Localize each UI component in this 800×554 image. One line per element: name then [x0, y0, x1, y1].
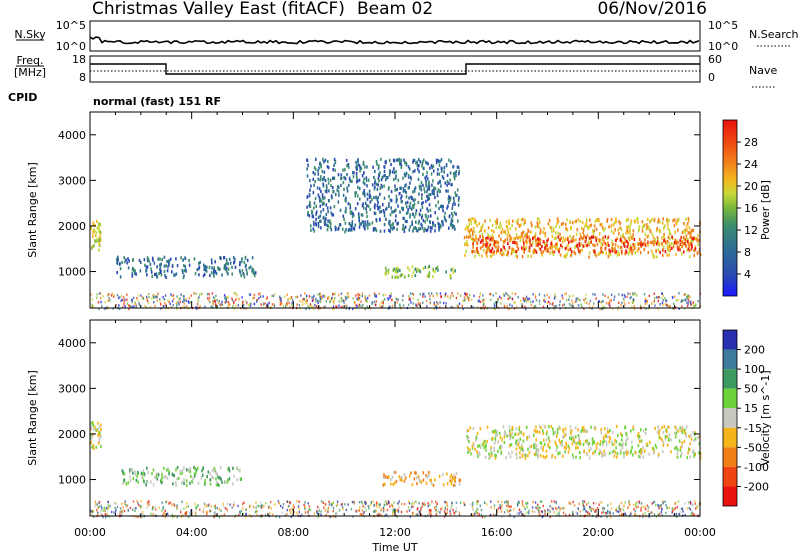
velocity-colorbar-block — [723, 408, 737, 428]
ytick-label: 3000 — [58, 382, 86, 395]
xtick-label: 00:00 — [684, 526, 716, 539]
velocity-y-ticks: 1000 2000 3000 4000 — [58, 337, 700, 487]
velocity-colorbar-tick-label: -50 — [744, 441, 762, 454]
scatter-region-3 — [384, 264, 456, 280]
freq-panel: Freq. [MHz] 18 8 60 0 Nave — [14, 53, 777, 88]
power-colorbar-tick-label: 20 — [744, 180, 758, 193]
power-scatter-regions — [90, 157, 702, 280]
velocity-colorbar-label: Velocity [m s^-1] — [759, 370, 772, 465]
power-colorbar-label: Power [dB] — [759, 180, 772, 240]
xtick-label: 04:00 — [176, 526, 208, 539]
ytick-label: 1000 — [58, 266, 86, 279]
power-colorbar-tick-label: 12 — [744, 224, 758, 237]
freq-tick-top: 18 — [72, 53, 86, 66]
power-panel: 1000 2000 3000 4000 Slant Range [km] — [26, 111, 702, 311]
nave-tick-bottom: 0 — [708, 71, 715, 84]
velocity-colorbar-tick-label: 100 — [744, 363, 765, 376]
velocity-scatter-regions — [90, 421, 702, 488]
velocity-xlabel: Time UT — [371, 541, 417, 554]
cpid-label: CPID — [8, 91, 37, 104]
xtick-label: 00:00 — [74, 526, 106, 539]
power-colorbar-tick-label: 24 — [744, 158, 758, 171]
velocity-colorbar-tick-label: -15 — [744, 422, 762, 435]
velocity-colorbar-block — [723, 466, 737, 487]
velocity-colorbar-block — [723, 486, 737, 506]
power-x-ticks — [89, 112, 701, 308]
nsky-tick-bottom: 10^0 — [56, 40, 86, 53]
velocity-colorbar-tick-label: 50 — [744, 383, 758, 396]
velocity-colorbar-tick-label: -200 — [744, 480, 769, 493]
scatter-region-0 — [90, 421, 102, 450]
ytick-label: 3000 — [58, 174, 86, 187]
freq-trace — [90, 63, 700, 75]
velocity-colorbar: 200 100 50 15 -15 -50 -100 -200 Velocity [m s^-… — [722, 329, 772, 507]
velocity-colorbar-frame — [722, 329, 738, 507]
nave-label: Nave — [749, 64, 777, 77]
figure-title: Christmas Valley East (fitACF) — [92, 0, 345, 19]
nsearch-tick-bottom: 10^0 — [708, 40, 738, 53]
power-colorbar: 4 8 12 16 20 24 28 Power [dB] — [722, 119, 772, 297]
scatter-region-3 — [466, 424, 702, 460]
power-colorbar-tick-label: 16 — [744, 202, 758, 215]
velocity-colorbar-block — [723, 447, 737, 467]
xtick-label: 12:00 — [379, 526, 411, 539]
nave-tick-top: 60 — [708, 53, 722, 66]
scatter-region-2 — [306, 157, 460, 234]
nsky-label: N.Sky — [14, 28, 46, 41]
scatter-region-1 — [116, 255, 257, 280]
power-colorbar-tick-label: 28 — [744, 136, 758, 149]
freq-label-line2: [MHz] — [14, 66, 46, 79]
date-label: 06/Nov/2016 — [597, 0, 707, 19]
velocity-colorbar-block — [723, 427, 737, 448]
velocity-colorbar-tick-label: -100 — [744, 461, 769, 474]
velocity-ylabel: Slant Range [km] — [26, 370, 39, 466]
ytick-label: 1000 — [58, 474, 86, 487]
nsearch-label: N.Search — [749, 28, 799, 41]
ytick-label: 4000 — [58, 129, 86, 142]
velocity-colorbar-tick-label: 15 — [744, 402, 758, 415]
ytick-label: 2000 — [58, 220, 86, 233]
velocity-colorbar-block — [723, 349, 737, 370]
velocity-x-ticks: 00:00 04:00 08:00 12:00 16:00 20:00 00:00 — [74, 320, 716, 539]
power-ylabel: Slant Range [km] — [26, 162, 39, 258]
velocity-colorbar-ticks: 200 100 50 15 -15 -50 -100 -200 — [737, 344, 769, 493]
nsky-tick-top: 10^5 — [56, 19, 86, 32]
xtick-label: 20:00 — [582, 526, 614, 539]
power-colorbar-tick-label: 4 — [744, 268, 751, 281]
velocity-colorbar-block — [723, 388, 737, 409]
velocity-colorbar-block — [723, 369, 737, 389]
ytick-label: 2000 — [58, 428, 86, 441]
freq-label-line1: Freq. — [16, 54, 43, 67]
velocity-colorbar-block — [723, 330, 737, 350]
nsky-panel: N.Sky 10^5 10^0 10^5 10^0 N.Search — [14, 19, 798, 53]
scatter-region-1 — [121, 465, 242, 488]
xtick-label: 08:00 — [277, 526, 309, 539]
cpid-value: normal (fast) 151 RF — [93, 95, 221, 108]
ytick-label: 4000 — [58, 337, 86, 350]
nsky-trace — [89, 36, 700, 45]
scatter-region-2 — [382, 470, 461, 487]
power-colorbar-ticks: 4 8 12 16 20 24 28 — [737, 136, 758, 281]
scatter-region-5 — [471, 235, 697, 255]
velocity-panel: 1000 2000 3000 4000 00:00 04:00 08:00 12:00 16:… — [26, 319, 716, 554]
power-colorbar-tick-label: 8 — [744, 246, 751, 259]
freq-tick-bottom: 8 — [79, 71, 86, 84]
power-y-ticks: 1000 2000 3000 4000 — [58, 129, 700, 279]
velocity-colorbar-tick-label: 200 — [744, 344, 765, 357]
scatter-region-0 — [90, 219, 102, 252]
nsearch-tick-top: 10^5 — [708, 19, 738, 32]
beam-label: Beam 02 — [357, 0, 433, 19]
xtick-label: 16:00 — [481, 526, 513, 539]
velocity-colorbar-blocks — [722, 329, 738, 507]
